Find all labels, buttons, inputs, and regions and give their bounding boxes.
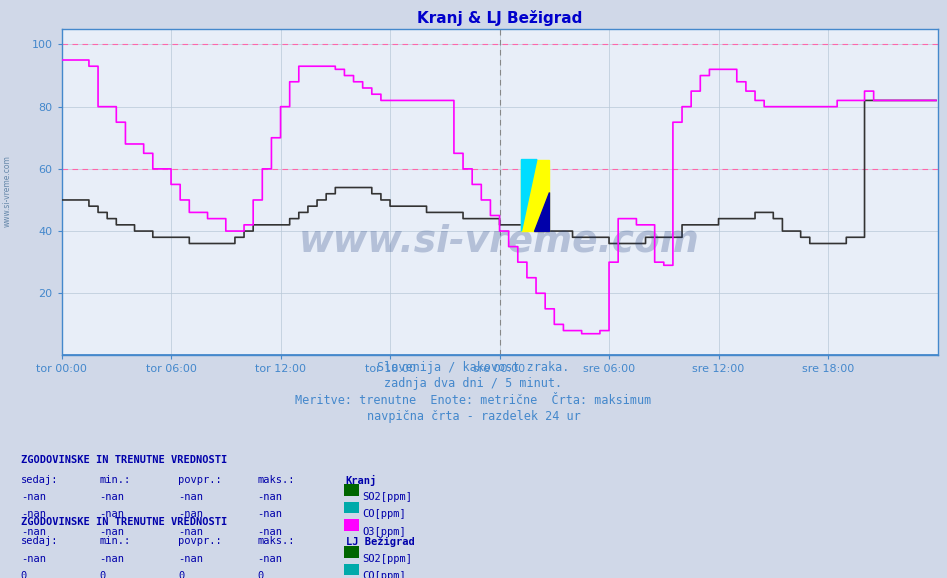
Text: 0: 0 (178, 571, 185, 578)
Text: -nan: -nan (99, 492, 124, 502)
Text: -nan: -nan (178, 492, 203, 502)
Text: ZGODOVINSKE IN TRENUTNE VREDNOSTI: ZGODOVINSKE IN TRENUTNE VREDNOSTI (21, 455, 227, 465)
Text: min.:: min.: (99, 475, 131, 484)
Text: SO2[ppm]: SO2[ppm] (363, 492, 413, 502)
Text: sedaj:: sedaj: (21, 475, 59, 484)
Text: CO[ppm]: CO[ppm] (363, 571, 406, 578)
Polygon shape (534, 192, 549, 231)
Text: sedaj:: sedaj: (21, 536, 59, 546)
Text: Slovenija / kakovost zraka.: Slovenija / kakovost zraka. (377, 361, 570, 374)
Text: -nan: -nan (99, 554, 124, 564)
Text: CO[ppm]: CO[ppm] (363, 509, 406, 519)
Bar (522, 160, 549, 231)
Title: Kranj & LJ Bežigrad: Kranj & LJ Bežigrad (417, 10, 582, 27)
Text: povpr.:: povpr.: (178, 475, 222, 484)
Polygon shape (522, 160, 537, 231)
Text: -nan: -nan (21, 492, 45, 502)
Text: Meritve: trenutne  Enote: metrične  Črta: maksimum: Meritve: trenutne Enote: metrične Črta: … (295, 394, 652, 406)
Text: 0: 0 (99, 571, 106, 578)
Text: 0: 0 (21, 571, 27, 578)
Text: O3[ppm]: O3[ppm] (363, 527, 406, 536)
Text: 0: 0 (258, 571, 264, 578)
Text: LJ Bežigrad: LJ Bežigrad (346, 536, 415, 547)
Text: www.si-vreme.com: www.si-vreme.com (3, 155, 12, 227)
Text: -nan: -nan (99, 527, 124, 536)
Text: maks.:: maks.: (258, 536, 295, 546)
Text: www.si-vreme.com: www.si-vreme.com (299, 223, 700, 259)
Text: SO2[ppm]: SO2[ppm] (363, 554, 413, 564)
Text: -nan: -nan (178, 509, 203, 519)
Text: Kranj: Kranj (346, 475, 377, 486)
Text: povpr.:: povpr.: (178, 536, 222, 546)
Text: -nan: -nan (178, 527, 203, 536)
Text: -nan: -nan (258, 492, 282, 502)
Text: -nan: -nan (21, 527, 45, 536)
Text: maks.:: maks.: (258, 475, 295, 484)
Text: -nan: -nan (258, 527, 282, 536)
Text: min.:: min.: (99, 536, 131, 546)
Text: zadnja dva dni / 5 minut.: zadnja dva dni / 5 minut. (384, 377, 563, 390)
Text: -nan: -nan (258, 554, 282, 564)
Text: navpična črta - razdelek 24 ur: navpična črta - razdelek 24 ur (366, 410, 581, 423)
Text: -nan: -nan (99, 509, 124, 519)
Text: -nan: -nan (21, 554, 45, 564)
Text: -nan: -nan (178, 554, 203, 564)
Text: -nan: -nan (258, 509, 282, 519)
Text: ZGODOVINSKE IN TRENUTNE VREDNOSTI: ZGODOVINSKE IN TRENUTNE VREDNOSTI (21, 517, 227, 527)
Text: -nan: -nan (21, 509, 45, 519)
